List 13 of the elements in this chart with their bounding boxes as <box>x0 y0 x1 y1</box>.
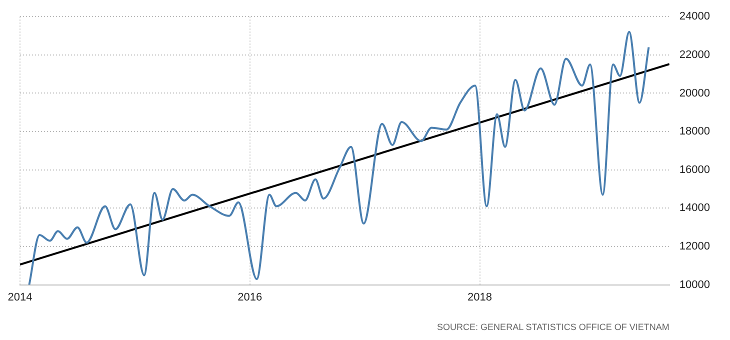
y-tick-label: 12000 <box>679 240 710 253</box>
line-series <box>28 30 650 285</box>
y-tick-label: 20000 <box>679 87 710 100</box>
source-note: SOURCE: GENERAL STATISTICS OFFICE OF VIETNAM <box>437 322 670 332</box>
y-tick-label: 16000 <box>679 164 710 176</box>
x-tick-label: 2014 <box>8 291 32 304</box>
y-tick-label: 18000 <box>679 126 710 138</box>
x-tick-label: 2016 <box>238 291 262 304</box>
y-tick-label: 22000 <box>679 48 710 61</box>
y-tick-label: 24000 <box>679 10 710 23</box>
x-tick-label: 2018 <box>468 291 492 304</box>
y-tick-label: 14000 <box>679 202 710 214</box>
y-tick-label: 10000 <box>679 278 710 291</box>
